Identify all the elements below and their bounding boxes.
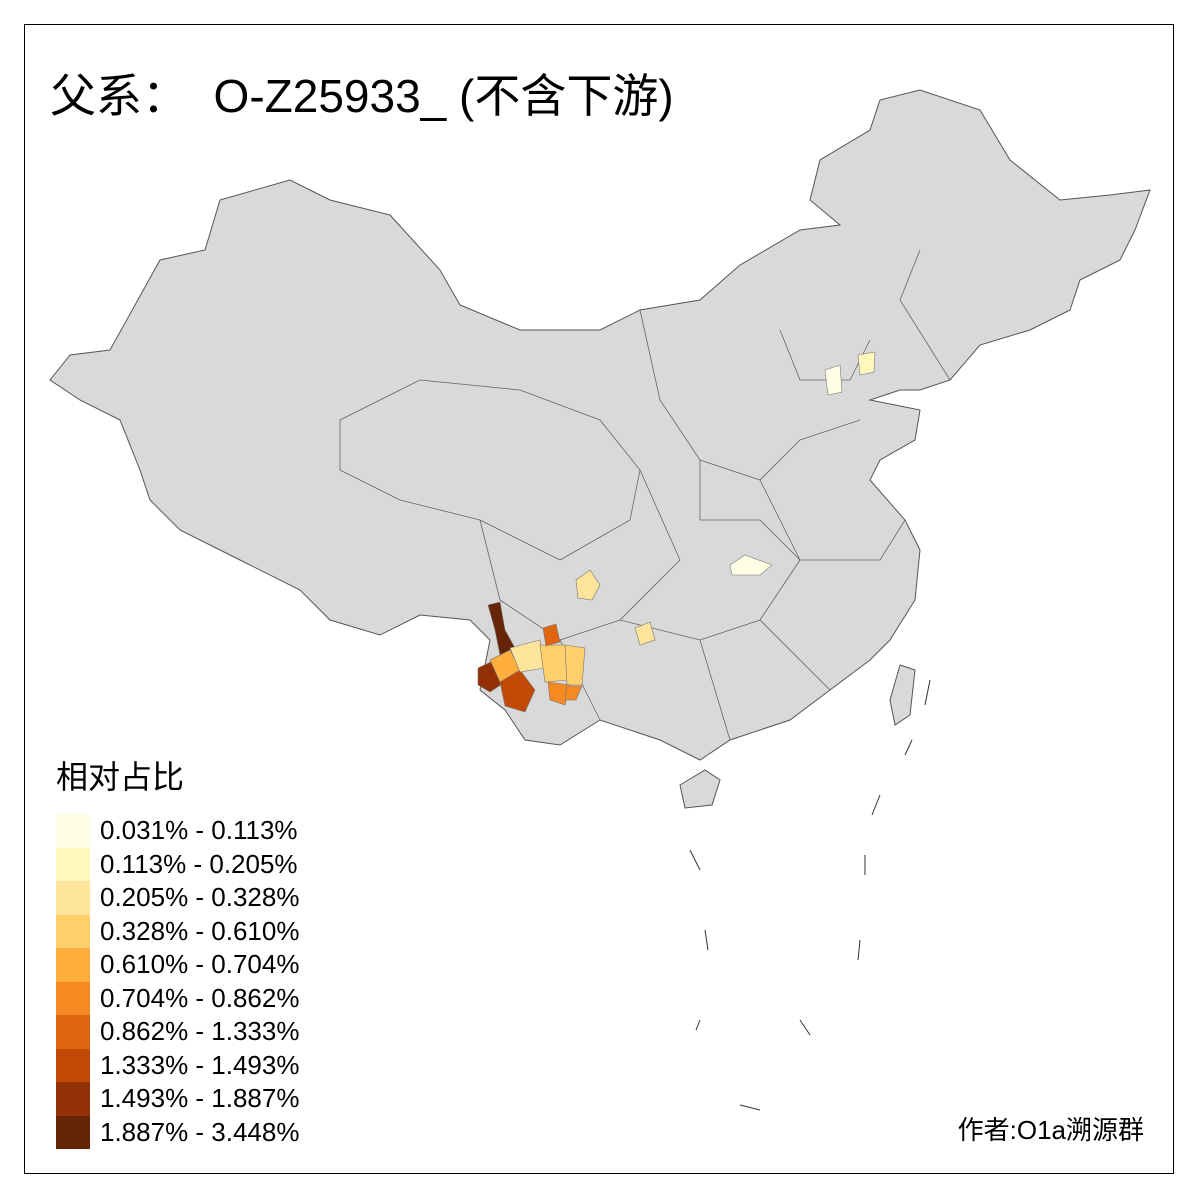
region-tangshan — [857, 351, 876, 376]
legend-item: 1.333% - 1.493% — [56, 1048, 300, 1082]
map-title: 父系： O-Z25933_ (不含下游) — [50, 70, 674, 122]
legend-item: 0.610% - 0.704% — [56, 948, 299, 982]
legend-item: 0.862% - 1.333% — [56, 1015, 299, 1049]
legend: 相对占比 0.031% - 0.113% 0.113% - 0.205% 0.205… — [56, 752, 299, 1149]
legend-swatch — [56, 1048, 90, 1082]
region-hubei — [729, 554, 773, 576]
legend-label: 0.328% - 0.610% — [100, 915, 300, 946]
legend-title: 相对占比 — [56, 759, 185, 795]
legend-label: 0.862% - 1.333% — [100, 1016, 300, 1047]
region-beijing-tianjin — [824, 364, 843, 396]
legend-label: 0.113% - 0.205% — [100, 848, 298, 879]
map-frame — [24, 24, 1174, 1174]
legend-swatch — [56, 1115, 90, 1149]
taiwan-island — [889, 664, 916, 726]
legend-swatch — [56, 981, 90, 1015]
legend-item: 0.704% - 0.862% — [56, 981, 300, 1015]
legend-label: 0.205% - 0.328% — [100, 882, 300, 913]
author-credit: 作者:O1a溯源群 — [957, 1115, 1144, 1145]
legend-label: 0.704% - 0.862% — [100, 982, 300, 1013]
legend-swatch — [56, 1015, 90, 1049]
legend-item: 0.205% - 0.328% — [56, 881, 299, 915]
legend-swatch — [56, 881, 90, 915]
legend-item: 0.328% - 0.610% — [56, 914, 300, 948]
legend-label: 0.031% - 0.113% — [100, 815, 298, 846]
legend-item: 1.493% - 1.887% — [56, 1082, 299, 1116]
region-sichuan-south — [575, 569, 601, 601]
south-china-sea-islands — [689, 679, 931, 1111]
region-zhaotong — [542, 623, 561, 647]
legend-swatch — [56, 1082, 90, 1116]
legend-item: 0.031% - 0.113% — [56, 814, 299, 848]
legend-swatch — [56, 914, 90, 948]
hainan-island — [679, 769, 721, 809]
legend-label: 1.887% - 3.448% — [100, 1116, 300, 1147]
legend-label: 1.493% - 1.887% — [100, 1083, 300, 1114]
legend-item: 0.113% - 0.205% — [56, 847, 299, 881]
region-kunming — [564, 644, 586, 686]
legend-item: 1.887% - 3.448% — [56, 1115, 300, 1149]
legend-label: 0.610% - 0.704% — [100, 949, 300, 980]
legend-swatch — [56, 847, 90, 881]
region-yuxi — [547, 681, 571, 706]
internal-boundaries — [339, 249, 951, 741]
region-chuxiong — [539, 644, 569, 683]
region-guizhou — [634, 621, 656, 646]
legend-swatch — [56, 948, 90, 982]
china-mainland — [49, 89, 1151, 761]
legend-label: 1.333% - 1.493% — [100, 1049, 300, 1080]
highlighted-regions — [477, 351, 876, 713]
region-honghe — [564, 685, 583, 701]
legend-swatch — [56, 814, 90, 848]
